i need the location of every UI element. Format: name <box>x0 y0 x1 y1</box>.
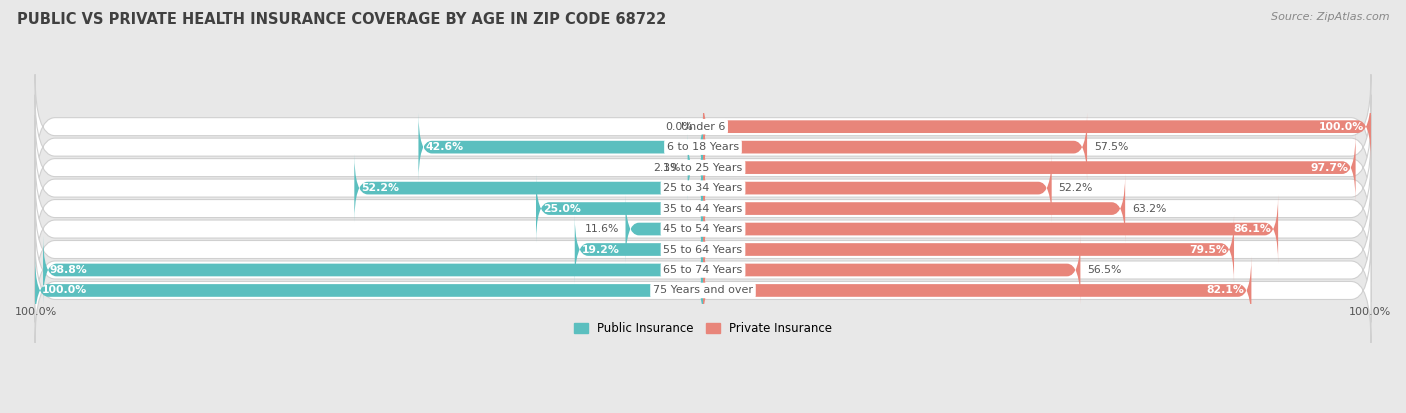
Text: 45 to 54 Years: 45 to 54 Years <box>664 224 742 234</box>
Text: 19.2%: 19.2% <box>582 244 619 254</box>
Text: PUBLIC VS PRIVATE HEALTH INSURANCE COVERAGE BY AGE IN ZIP CODE 68722: PUBLIC VS PRIVATE HEALTH INSURANCE COVER… <box>17 12 666 27</box>
Legend: Public Insurance, Private Insurance: Public Insurance, Private Insurance <box>569 317 837 340</box>
FancyBboxPatch shape <box>35 256 703 325</box>
Text: 57.5%: 57.5% <box>1094 142 1128 152</box>
Text: 100.0%: 100.0% <box>42 285 87 295</box>
FancyBboxPatch shape <box>35 115 1371 220</box>
Text: 25.0%: 25.0% <box>543 204 581 214</box>
Text: 82.1%: 82.1% <box>1206 285 1244 295</box>
Text: 100.0%: 100.0% <box>1348 307 1391 317</box>
FancyBboxPatch shape <box>35 218 1371 323</box>
Text: 52.2%: 52.2% <box>361 183 399 193</box>
Text: 2.3%: 2.3% <box>654 163 681 173</box>
Text: 0.0%: 0.0% <box>665 122 693 132</box>
FancyBboxPatch shape <box>35 238 1371 343</box>
Text: 52.2%: 52.2% <box>1059 183 1092 193</box>
Text: 97.7%: 97.7% <box>1310 163 1348 173</box>
FancyBboxPatch shape <box>703 112 1087 182</box>
Text: 56.5%: 56.5% <box>1087 265 1122 275</box>
Text: 6 to 18 Years: 6 to 18 Years <box>666 142 740 152</box>
FancyBboxPatch shape <box>35 74 1371 179</box>
Text: 63.2%: 63.2% <box>1132 204 1166 214</box>
Text: 75 Years and over: 75 Years and over <box>652 285 754 295</box>
FancyBboxPatch shape <box>35 177 1371 281</box>
FancyBboxPatch shape <box>703 215 1234 284</box>
FancyBboxPatch shape <box>44 235 703 305</box>
FancyBboxPatch shape <box>703 195 1278 263</box>
FancyBboxPatch shape <box>703 174 1125 243</box>
FancyBboxPatch shape <box>703 133 1355 202</box>
Text: 19 to 25 Years: 19 to 25 Years <box>664 163 742 173</box>
FancyBboxPatch shape <box>703 154 1052 223</box>
FancyBboxPatch shape <box>688 133 703 202</box>
Text: 11.6%: 11.6% <box>585 224 619 234</box>
FancyBboxPatch shape <box>419 112 703 182</box>
Text: 98.8%: 98.8% <box>49 265 87 275</box>
FancyBboxPatch shape <box>575 215 703 284</box>
Text: 25 to 34 Years: 25 to 34 Years <box>664 183 742 193</box>
Text: Source: ZipAtlas.com: Source: ZipAtlas.com <box>1271 12 1389 22</box>
FancyBboxPatch shape <box>35 136 1371 240</box>
Text: 65 to 74 Years: 65 to 74 Years <box>664 265 742 275</box>
FancyBboxPatch shape <box>703 92 1371 161</box>
FancyBboxPatch shape <box>536 174 703 243</box>
Text: 100.0%: 100.0% <box>1319 122 1364 132</box>
FancyBboxPatch shape <box>703 235 1080 305</box>
Text: Under 6: Under 6 <box>681 122 725 132</box>
FancyBboxPatch shape <box>354 154 703 223</box>
FancyBboxPatch shape <box>703 256 1251 325</box>
Text: 86.1%: 86.1% <box>1233 224 1271 234</box>
Text: 55 to 64 Years: 55 to 64 Years <box>664 244 742 254</box>
Text: 42.6%: 42.6% <box>425 142 463 152</box>
Text: 79.5%: 79.5% <box>1189 244 1227 254</box>
FancyBboxPatch shape <box>35 156 1371 261</box>
FancyBboxPatch shape <box>35 95 1371 199</box>
Text: 35 to 44 Years: 35 to 44 Years <box>664 204 742 214</box>
Text: 100.0%: 100.0% <box>15 307 58 317</box>
FancyBboxPatch shape <box>626 195 703 263</box>
FancyBboxPatch shape <box>35 197 1371 302</box>
